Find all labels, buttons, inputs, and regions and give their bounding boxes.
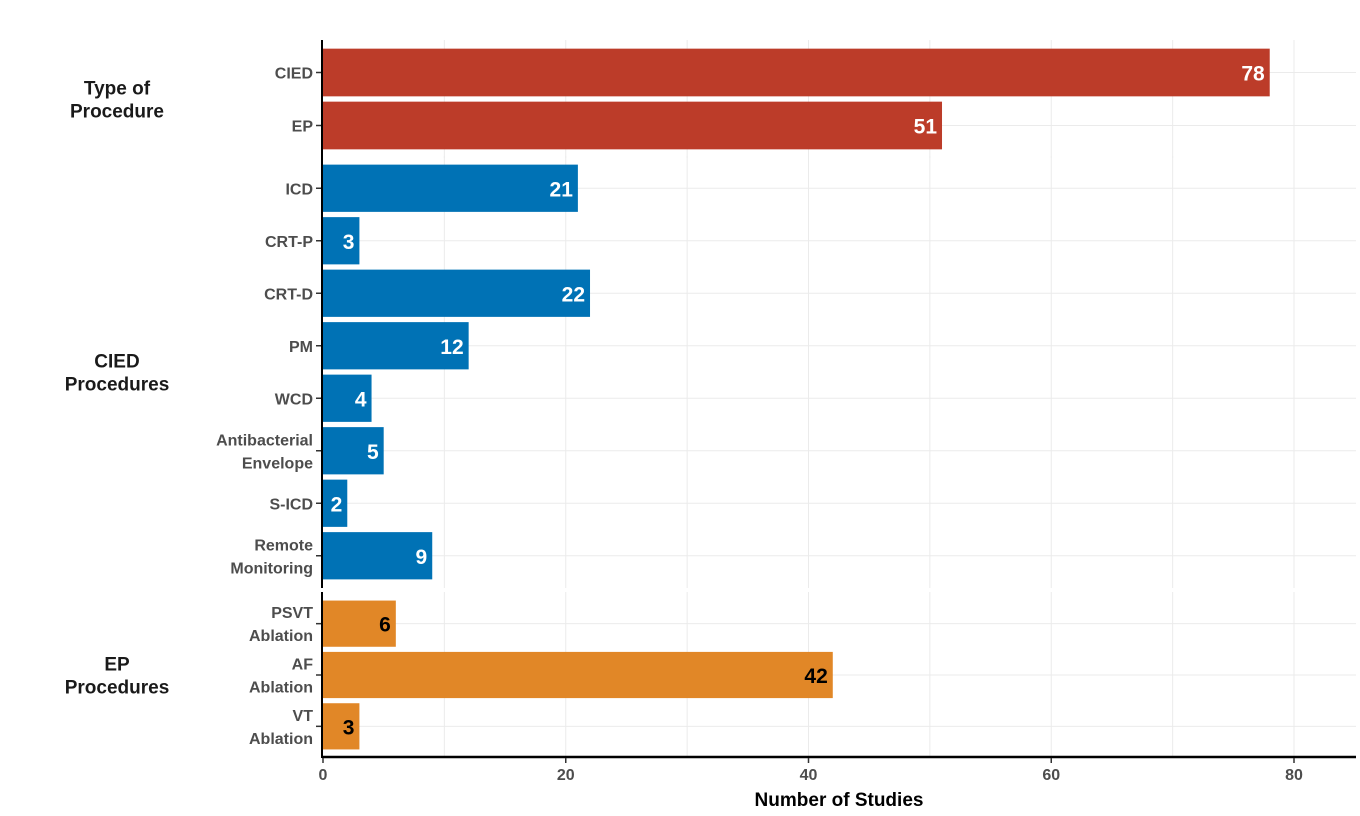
- panel-title: CIED: [94, 352, 139, 373]
- panel-title: Type of: [84, 79, 151, 100]
- category-label: Antibacterial: [216, 432, 313, 449]
- bar: [323, 164, 578, 212]
- bar-value-label: 51: [914, 116, 938, 139]
- panel-title: Procedures: [65, 678, 170, 699]
- panel-title: EP: [104, 655, 130, 676]
- category-label: Monitoring: [230, 560, 313, 577]
- category-label: PM: [289, 339, 313, 356]
- bar: [323, 48, 1270, 97]
- bar: [323, 651, 833, 699]
- category-label: S-ICD: [269, 496, 313, 513]
- bar-value-label: 3: [343, 716, 355, 739]
- panel-title: Procedures: [65, 375, 170, 396]
- bar-value-label: 22: [562, 283, 585, 306]
- bar-value-label: 12: [440, 336, 463, 359]
- bar-value-label: 9: [416, 546, 428, 569]
- bar: [323, 532, 433, 580]
- category-label: AF: [292, 657, 314, 674]
- bar: [323, 600, 396, 647]
- category-label: Ablation: [249, 680, 313, 697]
- bar-value-label: 42: [804, 665, 827, 688]
- category-label: CIED: [275, 66, 313, 83]
- x-tick-label: 60: [1042, 767, 1060, 784]
- category-label: Ablation: [249, 628, 313, 645]
- category-label: CRT-P: [265, 234, 313, 251]
- category-label: VT: [293, 708, 314, 725]
- x-tick-label: 20: [557, 767, 575, 784]
- bar: [323, 427, 384, 475]
- category-label: WCD: [275, 391, 313, 408]
- panel-title: Procedure: [70, 102, 164, 123]
- category-label: Envelope: [242, 455, 313, 472]
- bar-value-label: 5: [367, 441, 379, 464]
- category-label: Remote: [254, 537, 313, 554]
- x-tick-label: 40: [800, 767, 818, 784]
- bar-value-label: 2: [331, 493, 343, 516]
- category-label: ICD: [285, 181, 313, 198]
- bar: [323, 269, 591, 317]
- bar: [323, 479, 348, 527]
- category-label: PSVT: [271, 605, 313, 622]
- bar: [323, 322, 469, 370]
- category-label: CRT-D: [264, 286, 313, 303]
- category-label: Ablation: [249, 731, 313, 748]
- bar: [323, 374, 372, 422]
- x-tick-label: 80: [1285, 767, 1303, 784]
- bar: [323, 217, 360, 265]
- x-axis-title: Number of Studies: [755, 790, 924, 811]
- bar-value-label: 4: [355, 388, 367, 411]
- bar-value-label: 6: [379, 614, 391, 637]
- bar-value-label: 21: [550, 178, 574, 201]
- category-label: EP: [292, 119, 314, 136]
- bar-value-label: 78: [1241, 63, 1265, 86]
- bar: [323, 101, 943, 150]
- bar-value-label: 3: [343, 231, 355, 254]
- bar: [323, 703, 360, 750]
- x-tick-label: 0: [319, 767, 328, 784]
